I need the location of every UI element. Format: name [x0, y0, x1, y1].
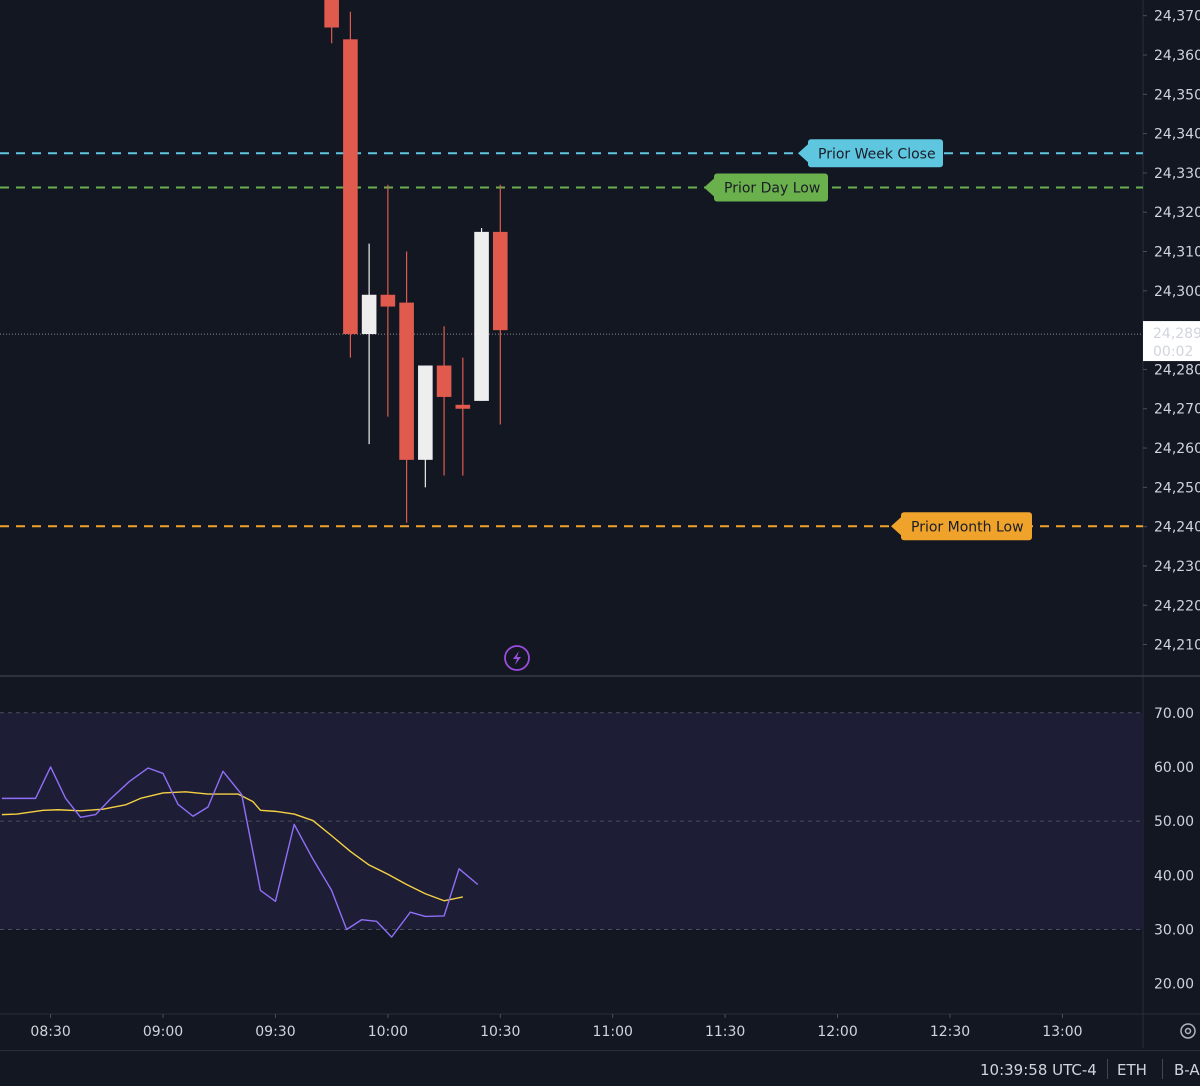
price-axis[interactable]: 24,370 24,360 24,350 24,340 24,330 24,320 24,3… [1143, 9, 1200, 654]
candle-body [380, 294, 396, 307]
time-tick-label: 12:30 [930, 1024, 970, 1040]
time-tick-label: 10:00 [368, 1024, 408, 1040]
rsi-lines [1, 766, 479, 938]
price-tick-label: 24,240 [1154, 520, 1200, 536]
countdown-value: 00:02 [1153, 344, 1193, 360]
price-tick-label: 24,320 [1154, 205, 1200, 221]
current-price-tag: 24,289 00:02 [1143, 321, 1200, 362]
rsi-tick-label: 20.00 [1154, 977, 1194, 993]
session-label[interactable]: ETH [1117, 1061, 1147, 1079]
rsi-tick-label: 30.00 [1154, 922, 1194, 938]
price-tick-label: 24,340 [1154, 127, 1200, 143]
time-tick-label: 12:00 [817, 1024, 857, 1040]
price-tick-label: 24,250 [1154, 480, 1200, 496]
level-label-text: Prior Month Low [911, 519, 1024, 535]
time-tick-label: 09:00 [143, 1024, 183, 1040]
candle-body [343, 39, 358, 335]
current-price-box [1143, 321, 1200, 362]
rsi-axis[interactable]: 70.00 60.00 50.00 40.00 30.00 20.00 [1154, 706, 1194, 993]
time-tick-label: 10:30 [480, 1024, 520, 1040]
adjustment-label[interactable]: B-A [1174, 1061, 1200, 1079]
time-tick-label: 11:30 [705, 1024, 745, 1040]
rsi-tick-label: 60.00 [1154, 760, 1194, 776]
candle-body [399, 302, 414, 460]
lightning-icon[interactable] [504, 645, 530, 671]
level-label-text: Prior Day Low [724, 180, 820, 196]
time-tick-label: 13:00 [1042, 1024, 1082, 1040]
level-label-pointer [704, 178, 714, 197]
time-tick-label: 09:30 [255, 1024, 295, 1040]
status-separator [1162, 1059, 1163, 1079]
clock-label[interactable]: 10:39:58 UTC-4 [980, 1061, 1097, 1079]
candle-body [474, 231, 489, 401]
level-label-text: Prior Week Close [818, 146, 936, 162]
price-tick-label: 24,260 [1154, 441, 1200, 457]
rsi-band [0, 712, 1143, 930]
candle-body [436, 365, 452, 397]
price-tick-label: 24,270 [1154, 402, 1200, 418]
level-label-pointer [891, 517, 901, 536]
rsi-tick-label: 50.00 [1154, 814, 1194, 830]
price-tick-label: 24,330 [1154, 166, 1200, 182]
time-tick-label: 08:30 [30, 1024, 70, 1040]
price-tick-label: 24,370 [1154, 9, 1200, 25]
rsi-tick-label: 40.00 [1154, 868, 1194, 884]
price-tick-label: 24,300 [1154, 284, 1200, 300]
candle-body [418, 365, 433, 460]
price-tick-label: 24,230 [1154, 559, 1200, 575]
candle-body [361, 294, 377, 335]
rsi-ma-line [1, 791, 463, 902]
level-label-box [808, 139, 943, 168]
rsi-tick-label: 70.00 [1154, 706, 1194, 722]
price-tick-label: 24,280 [1154, 362, 1200, 378]
time-tick-label: 11:00 [593, 1024, 633, 1040]
price-tick-label: 24,360 [1154, 48, 1200, 64]
candles[interactable] [324, 0, 508, 523]
price-levels: Prior Week Close Prior Day Low Prior Month… [0, 139, 1143, 541]
rsi-line [1, 766, 479, 938]
price-tick-label: 24,310 [1154, 245, 1200, 261]
candle-body [492, 231, 508, 331]
status-separator [1107, 1059, 1108, 1079]
status-bar: 10:39:58 UTC-4 ETH B-A [0, 1050, 1200, 1086]
level-label-box [901, 512, 1032, 541]
price-tick-label: 24,220 [1154, 598, 1200, 614]
candle-body [455, 404, 471, 409]
settings-icon[interactable] [1180, 1023, 1196, 1039]
price-tick-label: 24,210 [1154, 638, 1200, 654]
candle-body [324, 0, 339, 28]
price-tick-label: 24,350 [1154, 87, 1200, 103]
level-label-pointer [798, 144, 808, 163]
time-axis[interactable]: 08:30 09:00 09:30 10:00 10:30 11:00 11:30 12:00… [30, 1014, 1083, 1040]
level-label-box [714, 173, 828, 202]
current-price-value: 24,289 [1153, 326, 1200, 342]
